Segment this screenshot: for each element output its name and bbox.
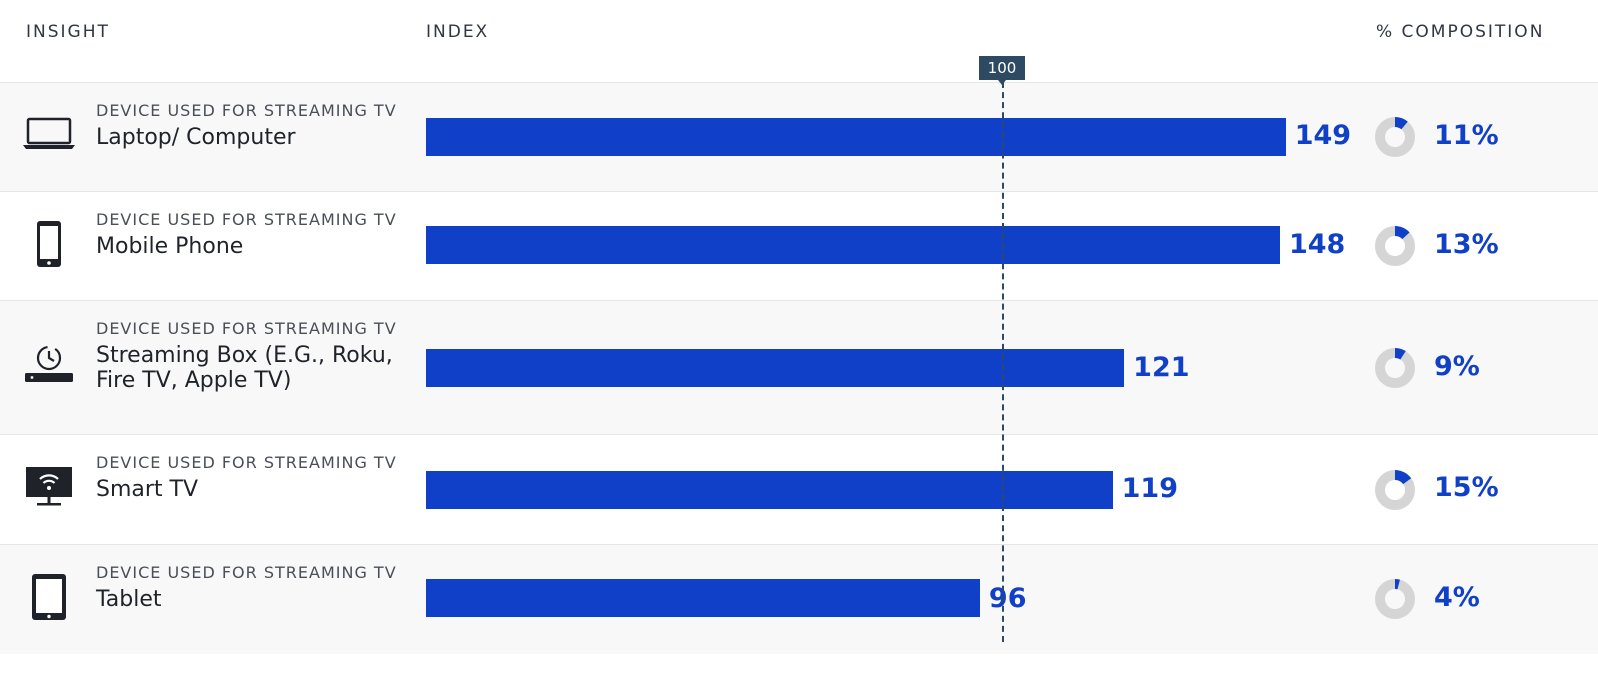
row-category: DEVICE USED FOR STREAMING TV [96, 210, 397, 229]
row-category: DEVICE USED FOR STREAMING TV [96, 563, 397, 582]
tablet-icon [22, 571, 76, 625]
smart-tv-icon [22, 459, 76, 513]
row-name: Smart TV [96, 477, 199, 502]
bar-value-label: 119 [1121, 473, 1178, 504]
composition-donut [1374, 116, 1416, 158]
donut-slice [1375, 470, 1415, 510]
row-name: Laptop/ Computer [96, 125, 296, 150]
mobile-phone-icon [22, 219, 76, 273]
donut-slice [1375, 579, 1415, 619]
composition-percent: 15% [1434, 472, 1499, 503]
streaming-box-icon [22, 341, 76, 395]
insight-column-header: INSIGHT [26, 22, 110, 42]
row-category: DEVICE USED FOR STREAMING TV [96, 453, 397, 472]
row-name: Mobile Phone [96, 234, 244, 259]
bar-value-label: 96 [988, 583, 1027, 614]
bar [426, 118, 1286, 156]
bar [426, 226, 1280, 264]
composition-percent: 13% [1434, 229, 1499, 260]
composition-donut [1374, 347, 1416, 389]
index-column-header: INDEX [426, 22, 490, 42]
composition-donut [1374, 578, 1416, 620]
header-divider [0, 82, 1598, 83]
donut-slice [1375, 348, 1415, 388]
donut-slice [1375, 117, 1415, 157]
composition-percent: 4% [1434, 582, 1480, 613]
reference-label: 100 [979, 56, 1025, 85]
table-row: DEVICE USED FOR STREAMING TV Smart TV 11… [0, 435, 1598, 545]
row-name: Tablet [96, 587, 162, 612]
bar-value-label: 148 [1288, 229, 1346, 260]
table-row: DEVICE USED FOR STREAMING TV Tablet 96 4… [0, 545, 1598, 654]
composition-donut [1374, 469, 1416, 511]
bar-value-label: 121 [1133, 352, 1190, 383]
row-name: Streaming Box (E.G., Roku, Fire TV, Appl… [96, 343, 393, 393]
composition-percent: 11% [1434, 120, 1499, 151]
reference-line [1002, 82, 1004, 642]
table-row: DEVICE USED FOR STREAMING TV Mobile Phon… [0, 192, 1598, 301]
composition-donut [1374, 225, 1416, 267]
bar [426, 349, 1125, 387]
row-category: DEVICE USED FOR STREAMING TV [96, 101, 397, 120]
donut-slice [1375, 226, 1415, 266]
row-category: DEVICE USED FOR STREAMING TV [96, 319, 397, 338]
table-row: DEVICE USED FOR STREAMING TV Streaming B… [0, 301, 1598, 435]
composition-column-header: % COMPOSITION [1376, 22, 1545, 42]
bar [426, 471, 1113, 509]
bar [426, 579, 980, 617]
composition-percent: 9% [1434, 351, 1480, 382]
bar-value-label: 149 [1294, 120, 1352, 151]
table-row: DEVICE USED FOR STREAMING TV Laptop/ Com… [0, 83, 1598, 192]
laptop-icon [22, 107, 76, 161]
